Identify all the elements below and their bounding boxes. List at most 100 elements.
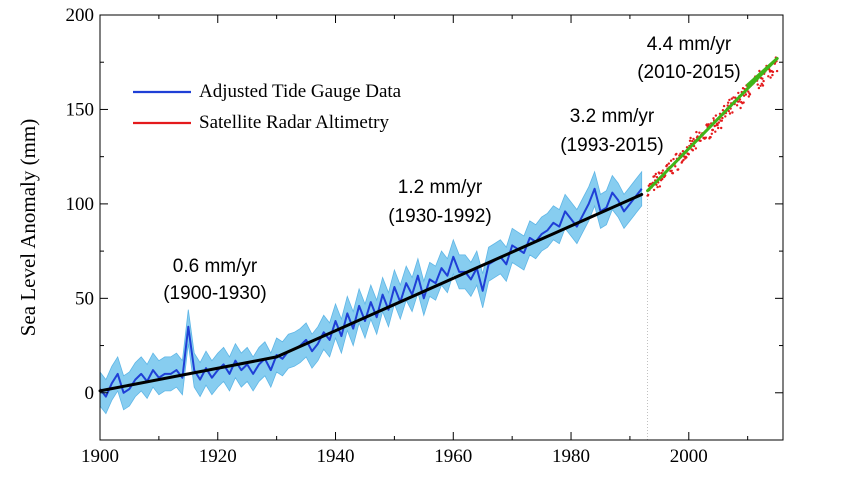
- annotation-layer: 0.6 mm/yr (1900-1930) 1.2 mm/yr (1930-1992)…: [163, 34, 741, 304]
- satellite-point: [656, 185, 659, 189]
- satellite-point: [667, 162, 670, 165]
- trend-rate-label-1: 0.6 mm/yr: [173, 256, 258, 277]
- satellite-point: [688, 139, 692, 142]
- satellite-point: [704, 136, 708, 139]
- satellite-point: [691, 149, 695, 152]
- satellite-point: [720, 119, 723, 122]
- satellite-point: [761, 77, 764, 80]
- satellite-point: [653, 175, 656, 178]
- satellite-point: [721, 116, 724, 120]
- uncertainty-band-layer: [99, 170, 643, 415]
- satellite-point: [665, 163, 669, 167]
- satellite-point: [685, 156, 688, 159]
- satellite-point: [658, 185, 662, 188]
- satellite-point: [698, 131, 701, 134]
- satellite-point: [694, 147, 698, 150]
- satellite-point: [699, 139, 702, 142]
- satellite-point: [711, 128, 715, 132]
- satellite-point: [671, 172, 675, 175]
- satellite-point: [712, 117, 715, 120]
- trend-line-layer: [98, 56, 779, 440]
- satellite-point: [756, 83, 759, 86]
- satellite-point: [771, 73, 774, 77]
- satellite-point: [689, 136, 692, 140]
- satellite-point: [737, 100, 740, 103]
- trend-period-label-1: (1900-1930): [163, 283, 267, 304]
- satellite-point: [707, 123, 710, 126]
- satellite-point: [722, 104, 726, 108]
- satellite-point: [670, 169, 673, 172]
- satellite-point: [681, 150, 685, 153]
- satellite-point: [748, 93, 752, 96]
- satellite-point: [747, 90, 750, 93]
- satellite-point: [713, 124, 716, 128]
- trend-period-label-2: (1930-1992): [388, 206, 492, 227]
- legend: Adjusted Tide Gauge Data Satellite Radar …: [133, 81, 402, 133]
- satellite-point: [724, 115, 727, 118]
- satellite-point: [728, 112, 732, 115]
- trend-period-label-4: (2010-2015): [637, 62, 741, 83]
- trend-line-2: [275, 192, 644, 359]
- y-tick-label: 200: [66, 5, 95, 26]
- satellite-point: [717, 121, 720, 124]
- y-tick-label: 100: [66, 194, 95, 215]
- satellite-point: [658, 172, 661, 175]
- trend-period-label-3: (1993-2015): [560, 135, 664, 156]
- satellite-point: [654, 172, 657, 176]
- satellite-point: [710, 132, 713, 135]
- satellite-point: [759, 84, 762, 88]
- y-axis-title: Sea Level Anomaly (mm): [16, 119, 40, 337]
- satellite-point: [692, 137, 695, 141]
- satellite-point: [716, 123, 719, 127]
- plot-frame: [99, 14, 784, 441]
- satellite-point: [742, 94, 746, 97]
- axes-layer: 1900 1920 1940 1960 1980 2000 0 50 100 150 200 Sea …: [16, 5, 784, 467]
- satellite-point: [744, 93, 748, 96]
- satellite-point: [762, 79, 765, 83]
- satellite-point: [679, 152, 682, 155]
- satellite-point: [677, 168, 680, 171]
- satellite-point: [769, 76, 772, 79]
- satellite-point: [731, 111, 734, 114]
- satellite-point: [661, 169, 665, 172]
- y-tick-label: 150: [66, 99, 95, 120]
- satellite-point: [672, 157, 675, 161]
- legend-label-2: Satellite Radar Altimetry: [199, 112, 389, 133]
- satellite-point: [758, 69, 761, 73]
- satellite-point: [721, 109, 725, 112]
- satellite-point: [735, 104, 739, 107]
- satellite-point: [674, 165, 677, 168]
- satellite-point: [655, 176, 659, 179]
- satellite-point: [728, 98, 731, 102]
- satellite-point: [647, 193, 650, 197]
- x-tick-label: 1900: [81, 446, 119, 467]
- satellite-point: [747, 95, 750, 98]
- satellite-point: [757, 86, 761, 90]
- satellite-point: [771, 70, 775, 74]
- trend-rate-label-2: 1.2 mm/yr: [398, 177, 483, 198]
- y-tick-label: 50: [75, 288, 94, 309]
- tide-gauge-uncertainty-band: [99, 170, 643, 415]
- satellite-point: [717, 126, 720, 130]
- legend-label-1: Adjusted Tide Gauge Data: [199, 81, 402, 102]
- satellite-point: [767, 75, 770, 78]
- satellite-point: [727, 101, 730, 104]
- satellite-point: [714, 114, 718, 117]
- satellite-point: [760, 82, 763, 86]
- x-tick-label: 1920: [199, 446, 237, 467]
- trend-rate-label-4: 4.4 mm/yr: [647, 34, 732, 55]
- y-tick-label: 0: [85, 383, 95, 404]
- satellite-point: [742, 101, 745, 104]
- satellite-point: [761, 84, 765, 87]
- trend-line-4: [746, 56, 779, 87]
- satellite-point: [682, 158, 685, 162]
- satellite-point: [730, 97, 733, 100]
- satellite-point: [695, 130, 698, 134]
- satellite-point: [691, 139, 694, 143]
- x-tick-label: 1940: [317, 446, 355, 467]
- tide-gauge-series-line: [99, 187, 643, 398]
- satellite-point: [687, 153, 690, 156]
- satellite-point: [720, 126, 723, 130]
- trend-line-3: [646, 56, 779, 193]
